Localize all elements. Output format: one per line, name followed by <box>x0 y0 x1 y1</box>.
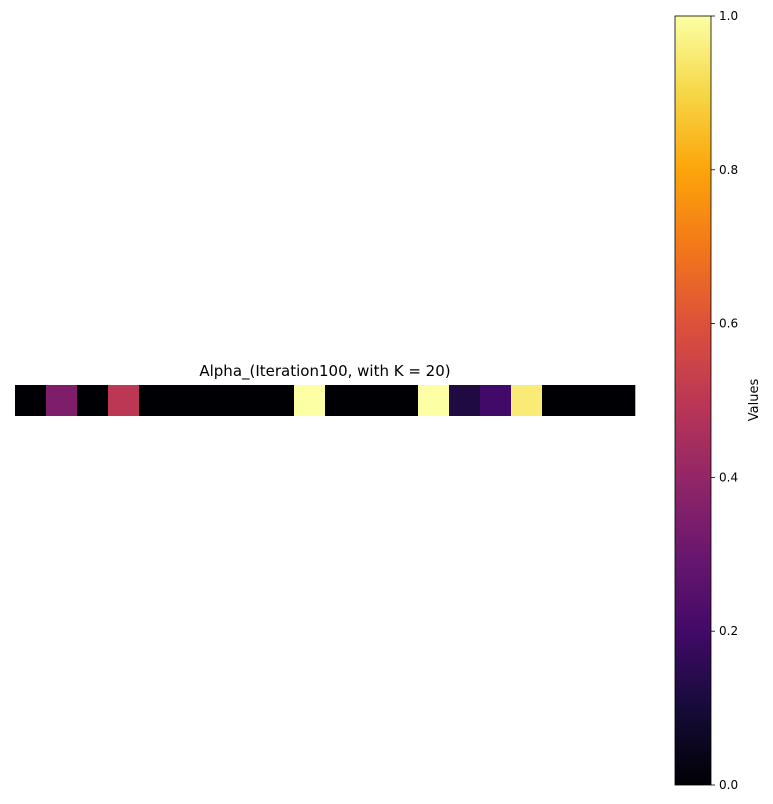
heatmap-cell <box>294 385 326 416</box>
heatmap-cell <box>263 385 295 416</box>
colorbar-tick-label: 0.6 <box>719 317 738 331</box>
colorbar-tick-label: 1.0 <box>719 9 738 23</box>
heatmap-cell <box>325 385 357 416</box>
heatmap-cell <box>201 385 233 416</box>
heatmap-cell <box>387 385 419 416</box>
heatmap-cell <box>604 385 636 416</box>
heatmap-grid <box>15 385 636 416</box>
colorbar-tick-label: 0.8 <box>719 163 738 177</box>
heatmap-cell <box>511 385 543 416</box>
colorbar-gradient <box>674 15 712 786</box>
heatmap-cell <box>542 385 574 416</box>
heatmap-cell <box>356 385 388 416</box>
heatmap-cell <box>418 385 450 416</box>
heatmap-cell <box>46 385 78 416</box>
colorbar: 0.0 0.2 0.4 0.6 0.8 1.0 Values <box>674 9 762 792</box>
colorbar-ticks: 0.0 0.2 0.4 0.6 0.8 1.0 <box>711 9 738 792</box>
heatmap-cell <box>139 385 171 416</box>
colorbar-label: Values <box>747 379 762 422</box>
heatmap-cell <box>108 385 140 416</box>
chart-title: Alpha_(Iteration100, with K = 20) <box>199 362 450 381</box>
heatmap-cell <box>573 385 605 416</box>
heatmap-cell <box>77 385 109 416</box>
heatmap-cell <box>480 385 512 416</box>
colorbar-tick-label: 0.4 <box>719 470 738 484</box>
heatmap-cell <box>170 385 202 416</box>
colorbar-tick-label: 0.0 <box>719 778 738 792</box>
colorbar-tick-label: 0.2 <box>719 624 738 638</box>
heatmap-cell <box>15 385 47 416</box>
heatmap-cell <box>232 385 264 416</box>
heatmap-cell <box>449 385 481 416</box>
